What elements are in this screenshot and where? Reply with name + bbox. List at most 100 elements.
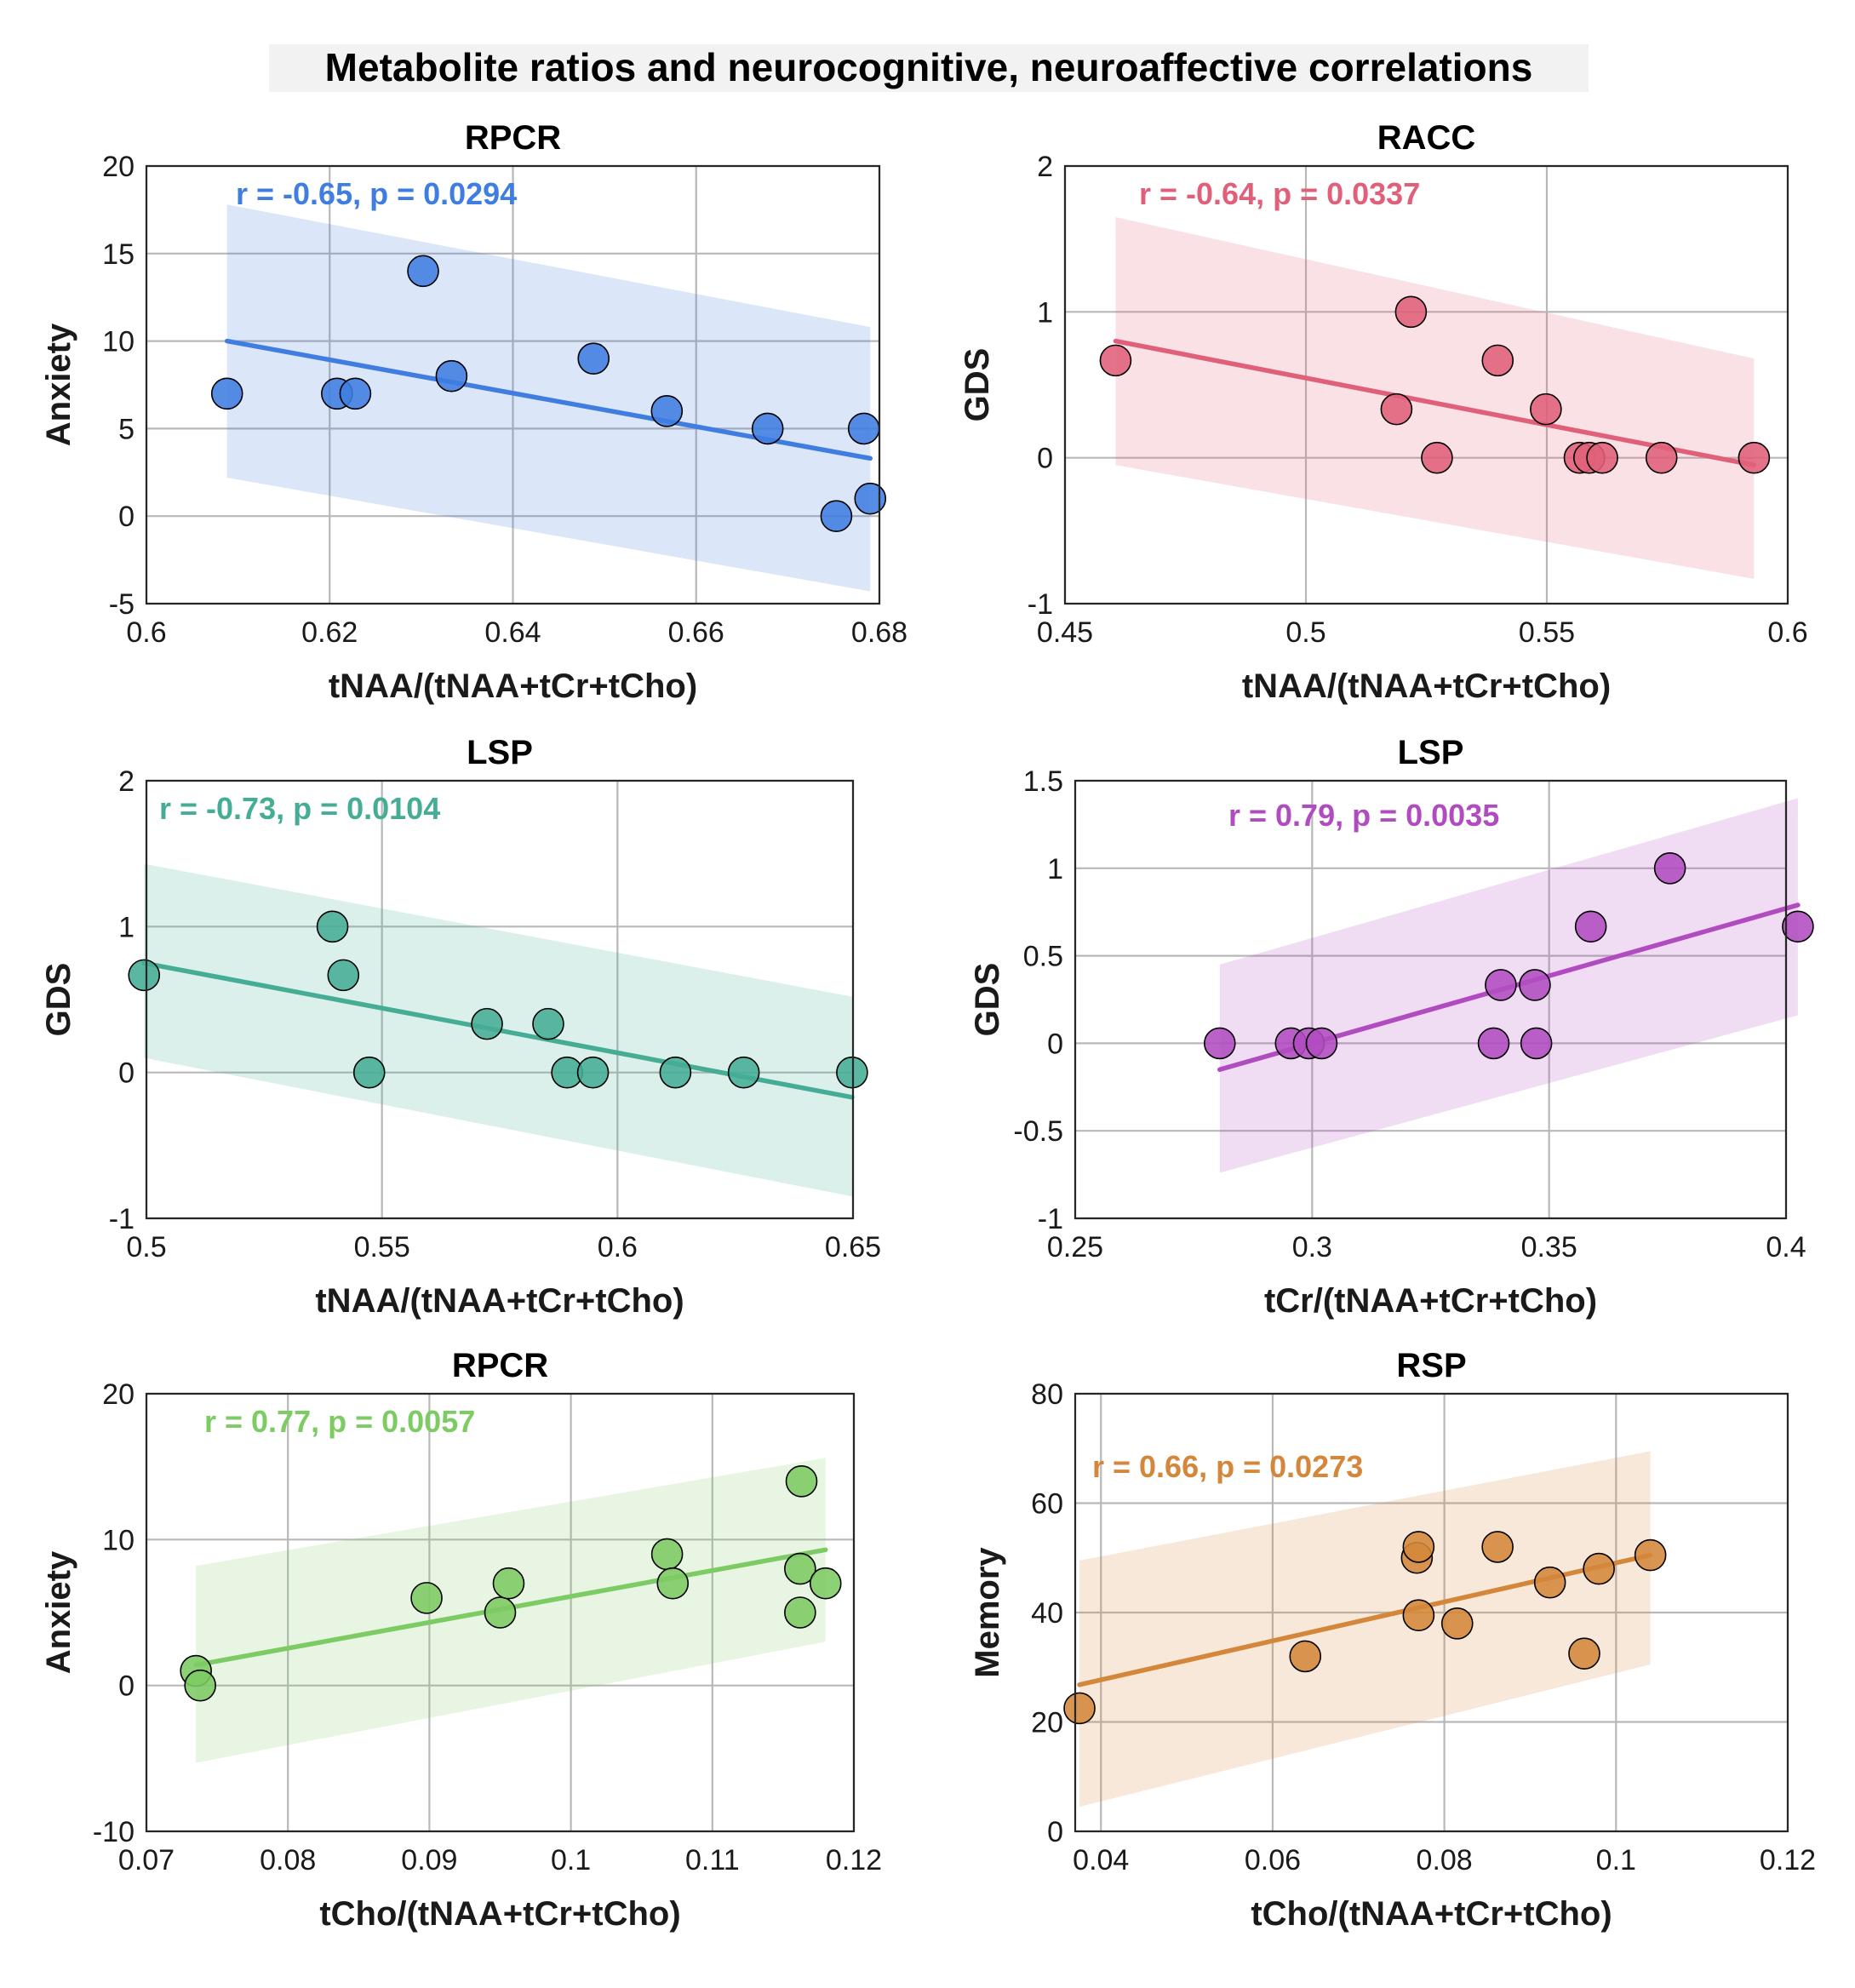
regression-line [1113,338,1757,467]
y-tick-label: 0.5 [1023,941,1063,973]
data-point [751,412,784,445]
x-axis-label: tNAA/(tNAA+tCr+tCho) [1242,667,1611,705]
data-point [784,1596,816,1629]
x-tick-label: 0.65 [825,1231,881,1263]
y-tick-label: 0 [118,1670,135,1703]
x-tick-label: 0.6 [126,616,166,649]
data-point [492,1567,525,1600]
axes-frame [145,164,881,605]
x-tick-label: 0.5 [126,1231,166,1263]
data-point [1063,1692,1096,1725]
x-tick-label: 0.4 [1766,1231,1806,1263]
axes-frame [1073,779,1788,1220]
chart-panel-5: 0.07 0.08 0.09 0.1 0.11 0.12 -10 0 10 20 RPCR tCho/… [40,1347,882,1933]
axes-frame [145,1392,856,1833]
axes-frame [145,779,855,1220]
data-point [836,1056,868,1089]
y-tick-label: -1 [109,1203,135,1235]
axes-frame [1063,164,1789,605]
data-point [1530,392,1562,426]
y-axis-label: Anxiety [40,323,77,446]
data-point [1485,969,1517,1001]
x-axis-label: tNAA/(tNAA+tCr+tCho) [315,1282,684,1320]
x-tick-label: 0.62 [301,616,358,649]
data-point [809,1567,842,1600]
x-tick-label: 0.5 [1285,616,1325,649]
x-tick-label: 0.06 [1245,1844,1301,1876]
correlation-annotation: r = -0.65, p = 0.0294 [236,176,517,211]
data-point [1440,1607,1474,1640]
data-point [576,1056,610,1089]
correlation-annotation: r = -0.64, p = 0.0337 [1139,176,1420,211]
y-tick-label: 5 [118,413,135,445]
x-tick-label: 0.66 [668,616,724,649]
data-point [1645,441,1678,474]
chart-panel-6: 0.04 0.06 0.08 0.1 0.12 0 20 40 60 80 RSP tCho/(tNA… [969,1347,1816,1933]
y-axis-label: Memory [969,1547,1006,1678]
data-point [1583,1552,1615,1585]
x-axis-label: tCr/(tNAA+tCr+tCho) [1264,1282,1597,1320]
data-point [407,255,439,288]
y-tick-label: 1 [1037,296,1053,329]
data-point [327,959,360,992]
data-point [339,377,372,410]
correlation-annotation: r = -0.73, p = 0.0104 [159,791,440,826]
data-point [1519,969,1551,1001]
data-point [1586,441,1618,474]
y-tick-label: 15 [102,238,135,271]
y-axis-label: GDS [959,348,996,422]
data-point [210,377,243,410]
x-tick-label: 0.12 [826,1844,882,1876]
data-point [1099,344,1132,377]
y-tick-label: -1 [1038,1203,1063,1235]
y-tick-label: 0 [1037,443,1053,475]
data-point [577,342,610,375]
y-tick-label: 20 [1031,1707,1063,1739]
panel-title: LSP [1398,734,1464,771]
y-tick-label: -5 [109,588,135,621]
data-point [532,1007,564,1040]
data-point [650,1538,684,1571]
y-tick-label: 20 [102,151,135,183]
y-axis-label: GDS [969,963,1006,1037]
data-point [1738,441,1771,474]
x-axis-label: tCho/(tNAA+tCr+tCho) [319,1895,680,1933]
data-point [435,359,468,392]
x-axis-label: tCho/(tNAA+tCr+tCho) [1251,1895,1612,1933]
correlation-annotation: r = 0.77, p = 0.0057 [204,1404,475,1439]
data-point [1305,1027,1338,1060]
correlation-annotation: r = 0.79, p = 0.0035 [1228,798,1499,833]
x-tick-label: 0.6 [598,1231,638,1263]
figure-title: Metabolite ratios and neurocognitive, ne… [325,45,1533,89]
data-point [1568,1637,1600,1670]
x-tick-label: 0.1 [551,1844,591,1876]
chart-panel-1: 0.6 0.62 0.64 0.66 0.68 -5 0 5 10 15 20 RPCR tNAA/(t… [40,119,907,705]
y-tick-label: 0 [1047,1028,1063,1060]
y-tick-label: 0 [118,1057,135,1090]
x-tick-label: 0.04 [1073,1844,1129,1876]
y-tick-label: 0 [118,501,135,533]
y-tick-label: -1 [1028,588,1053,621]
data-point [847,412,880,445]
x-tick-label: 0.08 [1417,1844,1473,1876]
data-point [316,910,349,943]
x-tick-label: 0.1 [1596,1844,1636,1876]
y-tick-label: 10 [102,326,135,358]
data-point [1394,295,1428,329]
y-tick-label: 80 [1031,1378,1063,1411]
y-tick-label: 1 [118,911,135,943]
data-point [785,1465,818,1498]
data-point [410,1582,443,1614]
data-point [820,500,853,533]
x-tick-label: 0.55 [354,1231,410,1263]
x-tick-label: 0.55 [1519,616,1575,649]
data-point [471,1007,503,1040]
x-tick-label: 0.6 [1767,616,1807,649]
confidence-band [1115,216,1755,579]
data-point [1533,1566,1566,1599]
y-tick-label: -10 [93,1816,135,1848]
data-point [1653,851,1686,885]
x-tick-label: 0.12 [1760,1844,1816,1876]
x-tick-label: 0.64 [484,616,541,649]
